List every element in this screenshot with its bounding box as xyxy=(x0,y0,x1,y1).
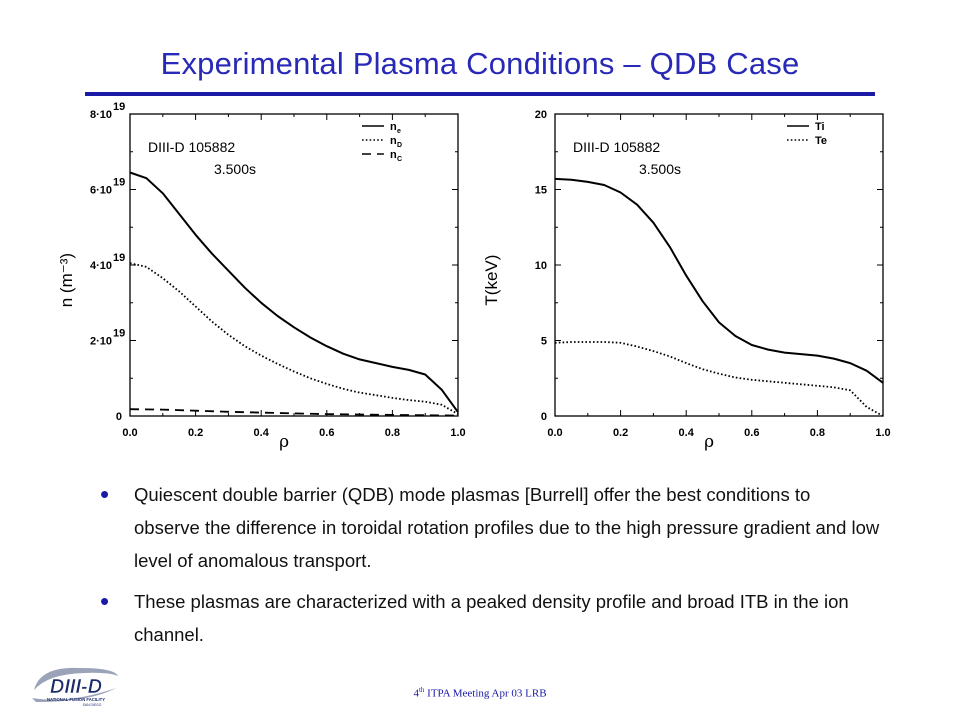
legend-label: n xyxy=(390,121,397,133)
y-tick-exponent: 19 xyxy=(113,177,125,189)
x-tick-label: 1.0 xyxy=(450,427,465,439)
footer-number: 4 xyxy=(413,687,419,700)
x-tick-label: 0.2 xyxy=(188,427,203,439)
series-line-n-c xyxy=(129,408,459,417)
time-label: 3.500s xyxy=(214,161,256,177)
x-tick-label: 0.8 xyxy=(810,427,825,439)
title-underline xyxy=(85,92,875,96)
x-tick-label: 0.4 xyxy=(679,427,695,439)
x-tick-label: 0.2 xyxy=(613,427,628,439)
y-axis-label: T(keV) xyxy=(482,255,501,306)
y-tick-label: 2·10 xyxy=(90,336,112,348)
legend-label: n xyxy=(390,149,397,161)
shot-label: DIII-D 105882 xyxy=(148,139,235,155)
plot-frame xyxy=(554,113,884,417)
y-tick-exponent: 19 xyxy=(113,328,125,340)
logo-subtitle: NATIONAL FUSION FACILITY xyxy=(47,697,105,702)
y-tick-label: 15 xyxy=(535,185,547,197)
y-axis-label: n (m⁻³) xyxy=(57,253,76,307)
y-tick-label: 20 xyxy=(535,109,547,121)
temperature-profile-chart: 0.0 0.2 0.4 0.6 0.8 1.0 0 5 10 15 20 ρ T(keV) DIII-D … xyxy=(482,109,891,452)
bullet-text: These plasmas are characterized with a p… xyxy=(134,591,849,645)
x-tick-label: 0.6 xyxy=(319,427,334,439)
legend-subscript: D xyxy=(397,142,402,149)
legend-subscript: C xyxy=(397,156,402,163)
series-line-n-e xyxy=(129,171,459,413)
series-line-ti xyxy=(554,177,884,384)
y-tick-label: 10 xyxy=(535,260,547,272)
legend-label: Ti xyxy=(815,121,825,133)
density-profile-chart: 0.0 0.2 0.4 0.6 0.8 1.002·10194·10196·10198·1… xyxy=(57,101,466,452)
x-tick-label: 0.4 xyxy=(254,427,270,439)
x-tick-label: 0.0 xyxy=(122,427,137,439)
bullet-list: • Quiescent double barrier (QDB) mode pl… xyxy=(100,478,880,651)
footer-text: ITPA Meeting Apr 03 LRB xyxy=(424,687,547,700)
diii-d-logo: DIII-D NATIONAL FUSION FACILITY SAN DIEG… xyxy=(32,667,118,707)
slide-title: Experimental Plasma Conditions – QDB Cas… xyxy=(160,46,800,81)
series-line-n-d xyxy=(129,262,459,415)
x-tick-label: 1.0 xyxy=(875,427,890,439)
y-tick-label: 8·10 xyxy=(90,109,112,121)
shot-label: DIII-D 105882 xyxy=(573,139,660,155)
x-tick-label: 0.8 xyxy=(385,427,400,439)
bullet-item: • Quiescent double barrier (QDB) mode pl… xyxy=(100,478,880,577)
bullet-text: Quiescent double barrier (QDB) mode plas… xyxy=(134,484,880,571)
y-tick-exponent: 19 xyxy=(113,101,125,113)
logo-text: DIII-D xyxy=(50,676,102,698)
series-line-te xyxy=(554,341,884,417)
y-tick-label: 5 xyxy=(541,336,547,348)
footer: 4th ITPA Meeting Apr 03 LRB xyxy=(0,686,960,700)
y-tick-exponent: 19 xyxy=(113,252,125,264)
y-tick-label: 4·10 xyxy=(90,260,112,272)
time-label: 3.500s xyxy=(639,161,681,177)
bullet-dot-icon: • xyxy=(100,586,110,616)
y-tick-label: 0 xyxy=(116,411,122,423)
legend-label: Te xyxy=(815,135,827,147)
x-tick-label: 0.6 xyxy=(744,427,759,439)
x-tick-label: 0.0 xyxy=(547,427,562,439)
bullet-item: • These plasmas are characterized with a… xyxy=(100,585,880,651)
legend-label: n xyxy=(390,135,397,147)
bullet-dot-icon: • xyxy=(100,479,110,509)
x-axis-label: ρ xyxy=(704,432,714,452)
footer-ordinal: th xyxy=(418,686,425,694)
x-axis-label: ρ xyxy=(279,432,289,452)
legend-subscript: e xyxy=(397,128,401,135)
y-tick-label: 0 xyxy=(541,411,547,423)
y-tick-label: 6·10 xyxy=(90,185,112,197)
logo-location: SAN DIEGO xyxy=(83,703,102,707)
